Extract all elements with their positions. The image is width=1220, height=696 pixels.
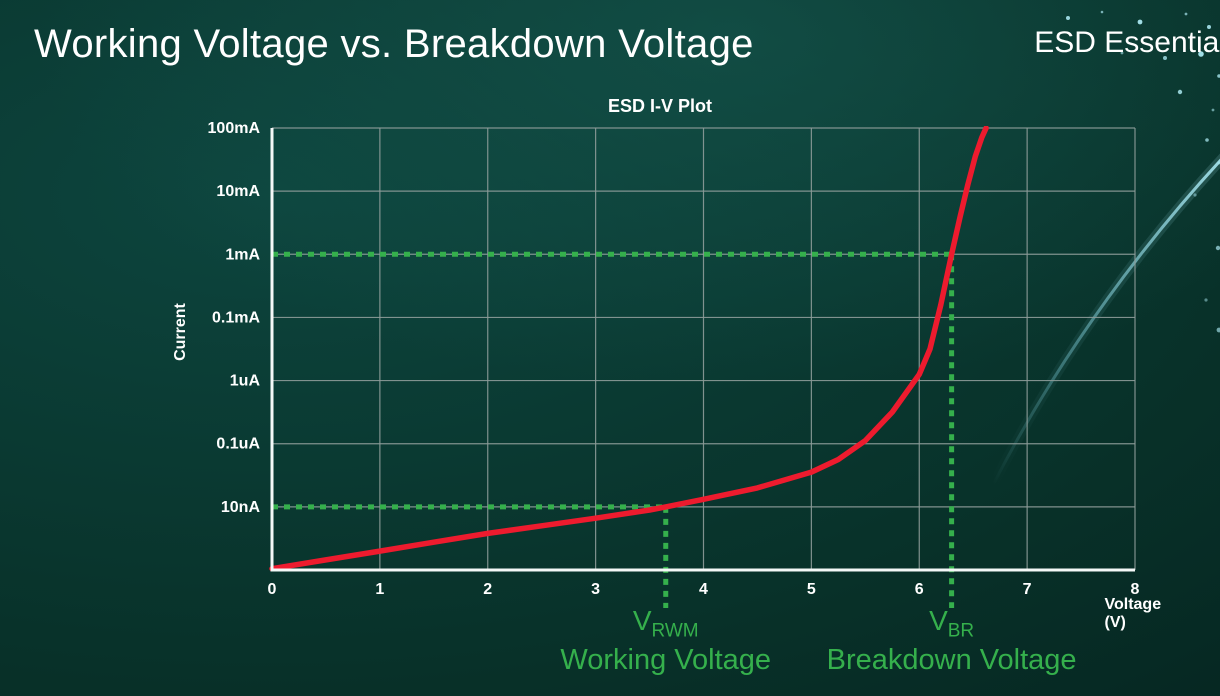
decor-dot [1163,56,1167,60]
svg-text:7: 7 [1023,581,1032,598]
svg-text:1mA: 1mA [225,246,260,263]
decor-dot [1193,193,1197,197]
vbr-label: VBR [827,605,1077,642]
svg-text:0.1uA: 0.1uA [216,436,260,453]
svg-text:4: 4 [699,581,708,598]
svg-text:8: 8 [1131,581,1140,598]
decor-dot [1217,161,1220,165]
svg-text:3: 3 [591,581,600,598]
decor-dot [1211,108,1215,112]
vbr-subscript: BR [947,620,975,642]
vbr-symbol: V [929,605,948,636]
svg-text:10nA: 10nA [221,499,261,516]
svg-text:5: 5 [807,581,816,598]
chart-title: ESD I-V Plot [607,96,713,116]
x-axis-title: Voltage (V) [1104,596,1162,631]
decor-dot [1205,138,1209,142]
annotation-vrwm: VRWM Working Voltage [560,605,772,677]
working-voltage-caption: Working Voltage [560,644,772,677]
svg-text:10mA: 10mA [216,183,260,200]
svg-text:2: 2 [483,581,492,598]
svg-text:1: 1 [375,581,384,598]
decor-dot [1177,89,1183,95]
decor-dot [1207,25,1211,29]
brand-label: ESD Essential [1034,26,1220,59]
breakdown-voltage-caption: Breakdown Voltage [826,644,1077,677]
svg-text:0: 0 [268,581,277,598]
svg-text:0.1mA: 0.1mA [212,309,260,326]
svg-text:100mA: 100mA [208,120,261,137]
decor-dot [1204,298,1208,302]
vrwm-label: VRWM [560,605,771,642]
decor-dot [1120,51,1124,55]
decor-dot [1184,12,1188,16]
decor-dot [1066,16,1070,20]
decor-dot [1217,74,1220,78]
decor-dot [1198,51,1204,57]
annotation-vbr: VBR Breakdown Voltage [826,605,1077,677]
decor-arc [991,158,1220,486]
decor-dot [1215,245,1220,251]
y-axis-title: Current [172,303,189,361]
svg-text:6: 6 [915,581,924,598]
page-title: Working Voltage vs. Breakdown Voltage [34,22,754,66]
svg-text:1uA: 1uA [230,373,261,390]
vrwm-subscript: RWM [651,620,699,642]
decor-dot [1216,327,1220,333]
decor-dot [1100,10,1104,14]
vrwm-symbol: V [632,605,652,636]
decor-dot [1137,19,1143,25]
